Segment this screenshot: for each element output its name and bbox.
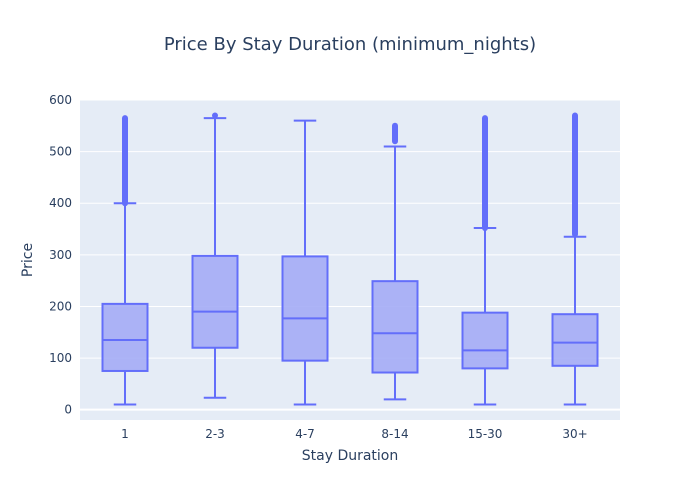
x-tick-label: 30+ bbox=[562, 427, 587, 441]
x-tick-label: 2-3 bbox=[205, 427, 225, 441]
x-tick-label: 15-30 bbox=[468, 427, 503, 441]
y-axis-ticks: 0 100 200 300 400 500 600 bbox=[49, 93, 72, 417]
y-tick-label: 0 bbox=[64, 403, 72, 417]
iqr-box bbox=[101, 302, 149, 372]
x-tick-label: 8-14 bbox=[381, 427, 408, 441]
iqr-box bbox=[191, 254, 239, 349]
box-8-14 bbox=[371, 122, 419, 401]
plot-area bbox=[80, 100, 620, 420]
box-1 bbox=[101, 115, 149, 406]
iqr-box bbox=[551, 313, 599, 367]
x-axis-title: Stay Duration bbox=[302, 448, 399, 464]
y-tick-label: 400 bbox=[49, 196, 72, 210]
box-30+ bbox=[551, 112, 599, 406]
iqr-box bbox=[371, 280, 419, 374]
x-tick-label: 1 bbox=[121, 427, 129, 441]
x-axis-ticks: 1 2-3 4-7 8-14 15-30 30+ bbox=[121, 427, 587, 441]
y-tick-label: 600 bbox=[49, 93, 72, 107]
box-4-7 bbox=[281, 119, 329, 406]
iqr-box bbox=[281, 255, 329, 362]
y-tick-label: 300 bbox=[49, 248, 72, 262]
iqr-box bbox=[461, 311, 509, 370]
box-series bbox=[101, 112, 599, 406]
chart-title: Price By Stay Duration (minimum_nights) bbox=[164, 34, 536, 55]
y-tick-label: 500 bbox=[49, 145, 72, 159]
x-tick-label: 4-7 bbox=[295, 427, 315, 441]
y-axis-title: Price bbox=[20, 243, 36, 277]
outlier-point bbox=[212, 112, 218, 119]
box-2-3 bbox=[191, 112, 239, 399]
grid-lines bbox=[80, 99, 620, 411]
y-tick-label: 100 bbox=[49, 351, 72, 365]
y-tick-label: 200 bbox=[49, 299, 72, 313]
box-15-30 bbox=[461, 115, 509, 406]
